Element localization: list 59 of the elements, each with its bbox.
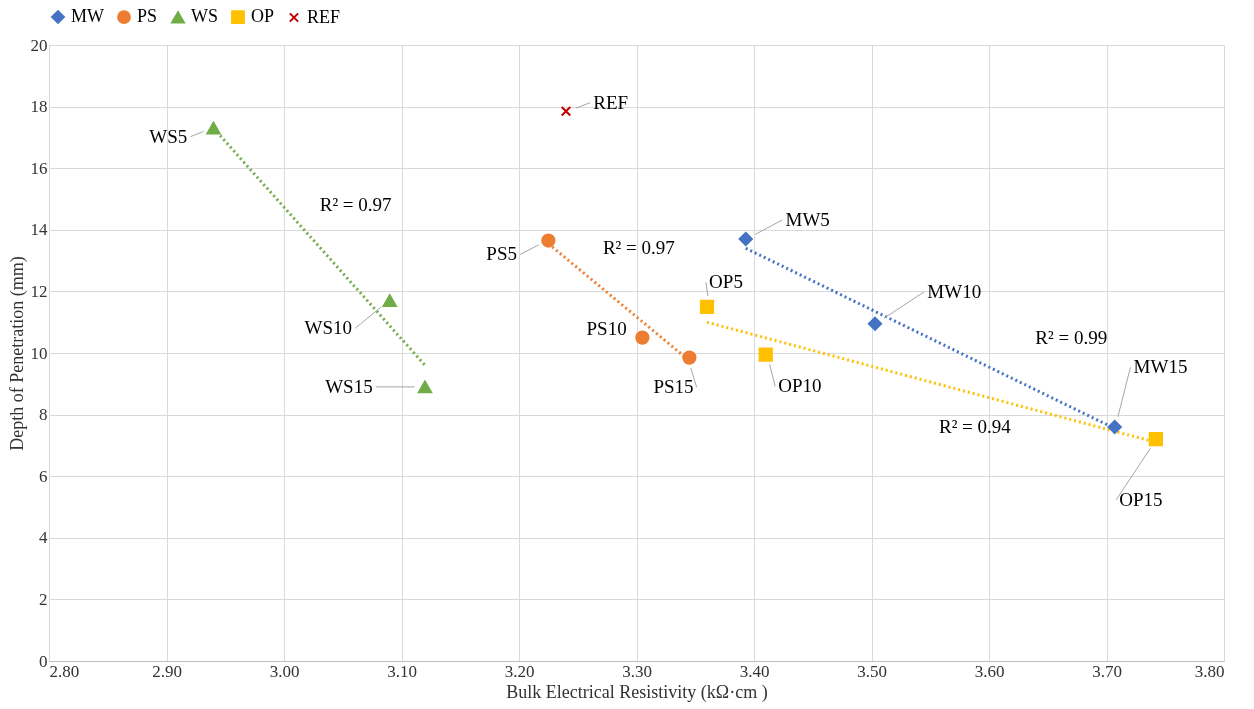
point (738, 231, 753, 247)
x-tick-label: 3.20 (504, 661, 535, 681)
point (206, 121, 221, 135)
annotation: OP5 (709, 271, 743, 293)
annotation: MW5 (785, 208, 830, 230)
y-tick-label: 4 (39, 528, 48, 548)
annotation: WS10 (304, 317, 353, 339)
legend-label: WS (191, 6, 218, 27)
x-tick-label: 2.90 (152, 661, 182, 681)
annotation: R² = 0.99 (1035, 326, 1108, 348)
point (699, 299, 715, 314)
x-tick-label: 3.10 (387, 661, 417, 681)
point (867, 316, 883, 331)
y-tick-label: 12 (30, 281, 48, 301)
y-tick-label: 14 (30, 220, 48, 240)
y-tick-label: 18 (30, 97, 48, 117)
point (758, 347, 773, 362)
annotation: PS10 (586, 318, 627, 340)
y-tick-label: 8 (39, 405, 48, 425)
y-axis-title: Depth of Penetration (mm) (6, 256, 28, 451)
point (1107, 419, 1122, 435)
legend-label: OP (251, 6, 275, 27)
y-tick-label: 16 (30, 158, 48, 178)
point (682, 350, 697, 365)
point (560, 105, 572, 117)
annotation: PS5 (486, 243, 517, 265)
annotation: R² = 0.97 (602, 237, 675, 259)
y-tick-label: 2 (39, 589, 48, 609)
x-tick-label: 3.40 (739, 661, 770, 681)
x-tick-label: 3.80 (1194, 661, 1225, 681)
x-tick-label: 3.30 (622, 661, 652, 681)
x-axis-title: Bulk Electrical Resistivity (kΩ·cm ) (506, 681, 768, 703)
annotation: OP10 (778, 375, 822, 397)
point (635, 330, 650, 345)
legend-label: MW (71, 6, 104, 27)
x-tick-label: 3.50 (857, 661, 887, 681)
legend-label: REF (307, 6, 341, 27)
x-tick-label: 3.00 (269, 661, 300, 681)
x-tick-label: 2.80 (49, 661, 80, 681)
x-tick-label: 3.70 (1092, 661, 1122, 681)
annotation: WS5 (149, 125, 188, 147)
annotation: R² = 0.94 (938, 415, 1012, 437)
annotation: REF (593, 91, 629, 113)
annotation: MW15 (1133, 356, 1188, 378)
point (417, 380, 433, 394)
point (1148, 432, 1163, 447)
y-tick-label: 6 (39, 466, 48, 486)
x-tick-label: 3.60 (974, 661, 1005, 681)
y-tick-label: 20 (30, 35, 48, 55)
y-tick-label: 10 (30, 343, 48, 363)
annotation: MW10 (927, 280, 982, 302)
annotation: R² = 0.97 (319, 194, 392, 216)
legend-label: PS (137, 6, 158, 27)
y-tick-label: 0 (39, 651, 48, 671)
annotation: WS15 (325, 375, 373, 397)
point (382, 294, 397, 307)
annotation: OP15 (1119, 488, 1163, 510)
point (541, 233, 556, 248)
annotation: PS15 (653, 376, 694, 398)
